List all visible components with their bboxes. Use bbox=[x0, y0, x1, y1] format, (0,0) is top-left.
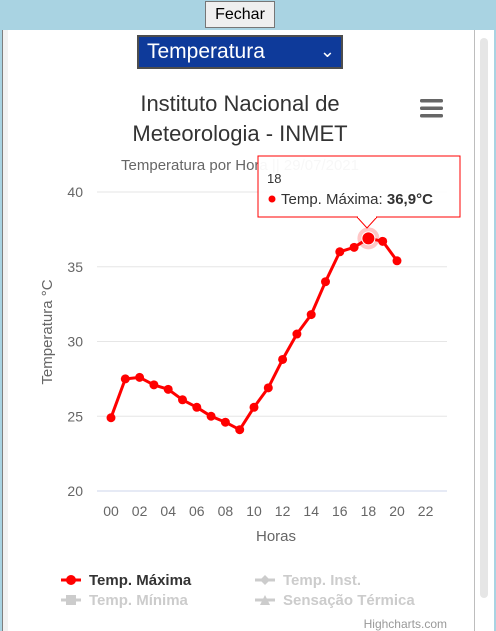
data-point[interactable] bbox=[392, 256, 402, 266]
metric-select-value: Temperatura bbox=[147, 40, 265, 63]
tooltip-header: 18 bbox=[267, 171, 281, 186]
data-point[interactable] bbox=[249, 402, 259, 412]
y-axis-ticks: 20 25 30 35 40 bbox=[67, 184, 83, 499]
legend-marker-maxima bbox=[66, 575, 76, 585]
chevron-down-icon: ⌄ bbox=[319, 41, 335, 61]
legend-label-maxima: Temp. Máxima bbox=[89, 572, 192, 589]
y-tick-label: 20 bbox=[67, 483, 83, 499]
y-tick-label: 35 bbox=[67, 259, 83, 275]
scrollbar-thumb[interactable] bbox=[480, 38, 488, 598]
tooltip: 18 Temp. Máxima: 36,9°C bbox=[257, 155, 461, 229]
data-point[interactable] bbox=[192, 402, 202, 412]
x-tick-label: 16 bbox=[332, 503, 348, 519]
close-button[interactable]: Fechar bbox=[205, 1, 275, 28]
x-axis-ticks: 00 02 04 06 08 10 12 14 16 18 20 22 bbox=[103, 503, 433, 519]
chart-title-line2: Meteorologia - INMET bbox=[132, 121, 347, 146]
legend-marker-sensacao bbox=[260, 595, 270, 605]
x-tick-label: 12 bbox=[275, 503, 291, 519]
x-tick-label: 04 bbox=[160, 503, 176, 519]
data-point[interactable] bbox=[220, 417, 230, 427]
chart-panel bbox=[2, 30, 475, 631]
x-axis-title: Horas bbox=[256, 528, 296, 545]
data-point[interactable] bbox=[321, 277, 330, 287]
data-point[interactable] bbox=[306, 310, 316, 320]
scrollbar[interactable] bbox=[474, 30, 494, 631]
x-tick-label: 20 bbox=[389, 503, 405, 519]
x-tick-label: 06 bbox=[189, 503, 205, 519]
data-point[interactable] bbox=[135, 372, 145, 382]
panel-edge bbox=[3, 30, 8, 631]
data-point[interactable] bbox=[206, 411, 216, 421]
data-point[interactable] bbox=[263, 383, 273, 393]
x-tick-label: 02 bbox=[132, 503, 148, 519]
data-point[interactable] bbox=[378, 236, 388, 246]
chart-legend: Temp. Máxima Temp. Inst. Temp. Mínima Se… bbox=[61, 572, 415, 609]
x-tick-label: 14 bbox=[303, 503, 319, 519]
top-bar: Fechar bbox=[0, 0, 496, 30]
legend-marker-inst bbox=[260, 575, 270, 585]
hamburger-menu-icon[interactable] bbox=[420, 99, 443, 118]
y-tick-label: 25 bbox=[67, 408, 83, 424]
data-point[interactable] bbox=[292, 329, 302, 339]
legend-label-inst: Temp. Inst. bbox=[283, 572, 361, 589]
legend-item-temp-inst[interactable]: Temp. Inst. bbox=[255, 572, 361, 589]
tooltip-pointer-mask bbox=[358, 215, 376, 218]
data-point[interactable] bbox=[106, 413, 116, 423]
chart-title-line1: Instituto Nacional de bbox=[140, 91, 339, 116]
chart-grid bbox=[97, 191, 447, 492]
x-tick-label: 00 bbox=[103, 503, 119, 519]
legend-label-sensacao: Sensação Térmica bbox=[283, 592, 415, 609]
tooltip-series-marker bbox=[268, 195, 276, 203]
tooltip-series-name: Temp. Máxima: 36,9°C bbox=[281, 191, 433, 208]
data-point[interactable] bbox=[178, 395, 187, 405]
legend-item-sensacao-termica[interactable]: Sensação Térmica bbox=[255, 592, 415, 609]
y-tick-label: 30 bbox=[67, 334, 83, 350]
data-point[interactable] bbox=[349, 242, 359, 252]
tooltip-colon: : bbox=[379, 191, 387, 208]
y-tick-label: 40 bbox=[67, 184, 83, 200]
legend-marker-minima bbox=[66, 595, 76, 605]
data-point[interactable] bbox=[149, 380, 159, 390]
legend-item-temp-maxima[interactable]: Temp. Máxima bbox=[61, 572, 192, 589]
legend-label-minima: Temp. Mínima bbox=[89, 592, 189, 609]
metric-select[interactable]: Temperatura ⌄ bbox=[137, 35, 343, 69]
series-temp-maxima[interactable] bbox=[106, 227, 402, 435]
tooltip-pointer bbox=[355, 216, 379, 229]
x-tick-label: 22 bbox=[418, 503, 434, 519]
data-point[interactable] bbox=[278, 354, 288, 364]
tooltip-box bbox=[257, 155, 461, 218]
data-point[interactable] bbox=[335, 247, 345, 257]
data-point[interactable] bbox=[120, 374, 130, 384]
tooltip-value: 36,9°C bbox=[387, 191, 433, 208]
tooltip-series-label: Temp. Máxima bbox=[281, 191, 379, 208]
data-point[interactable] bbox=[163, 384, 173, 394]
data-point[interactable] bbox=[235, 425, 245, 435]
legend-item-temp-minima[interactable]: Temp. Mínima bbox=[61, 592, 189, 609]
x-tick-label: 18 bbox=[361, 503, 377, 519]
x-tick-label: 08 bbox=[218, 503, 234, 519]
chart-credits[interactable]: Highcharts.com bbox=[364, 617, 447, 631]
y-axis-title: Temperatura °C bbox=[39, 279, 56, 384]
data-point-hovered[interactable] bbox=[361, 231, 376, 246]
x-tick-label: 10 bbox=[246, 503, 262, 519]
